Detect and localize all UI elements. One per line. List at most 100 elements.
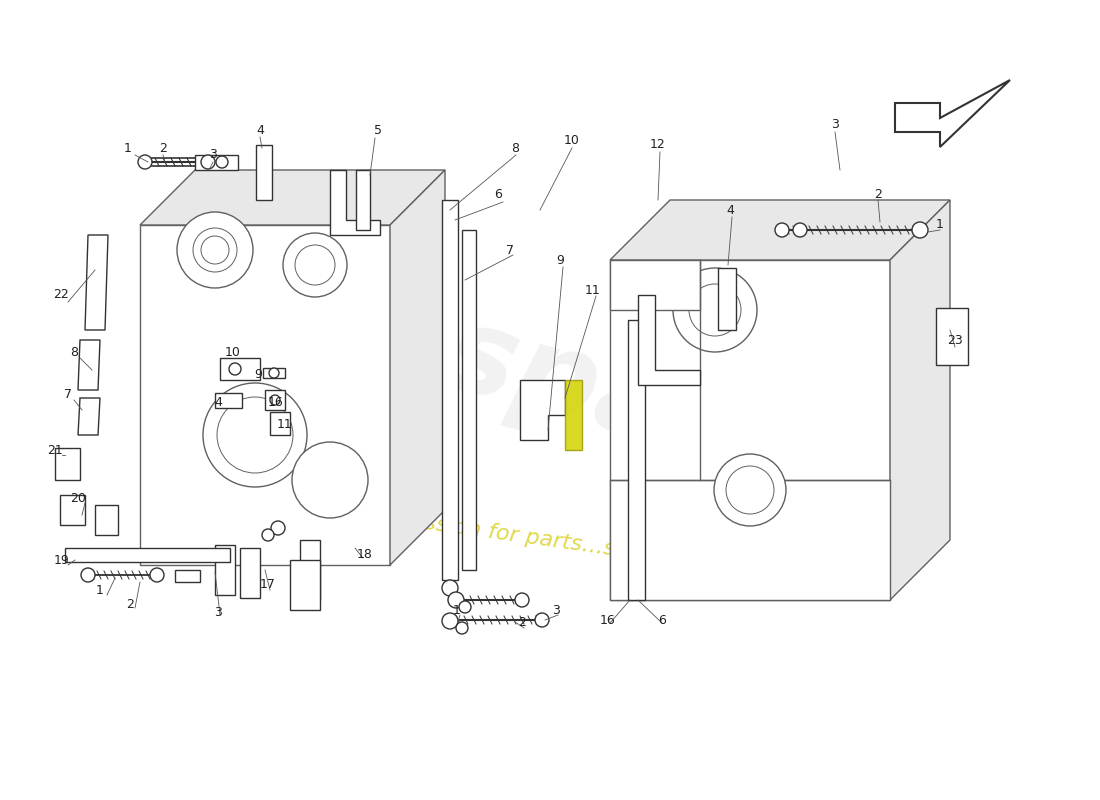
Circle shape [229,363,241,375]
Circle shape [217,397,293,473]
Text: 3: 3 [209,149,217,162]
Polygon shape [214,393,242,408]
Polygon shape [610,260,890,600]
Text: 3: 3 [552,603,560,617]
Circle shape [270,368,279,378]
Circle shape [283,233,346,297]
Circle shape [776,223,789,237]
Polygon shape [220,358,260,380]
Circle shape [270,395,280,405]
Circle shape [726,466,774,514]
Text: 16: 16 [268,397,284,410]
Polygon shape [175,570,200,582]
Text: 3: 3 [832,118,839,131]
Polygon shape [610,200,950,260]
Circle shape [201,155,214,169]
Text: 2: 2 [160,142,167,154]
Text: 18: 18 [358,549,373,562]
Text: 8: 8 [70,346,78,358]
Circle shape [912,222,928,238]
Circle shape [201,236,229,264]
Polygon shape [263,368,285,378]
Polygon shape [390,170,446,565]
Polygon shape [638,295,700,385]
Text: 17: 17 [260,578,276,591]
Circle shape [204,383,307,487]
Text: 1: 1 [453,603,461,617]
Circle shape [673,268,757,352]
Text: 11: 11 [277,418,293,431]
Polygon shape [895,80,1010,147]
Text: 9: 9 [254,369,262,382]
Text: 7: 7 [506,243,514,257]
Circle shape [459,601,471,613]
Polygon shape [55,448,80,480]
Circle shape [192,228,236,272]
Polygon shape [140,225,390,565]
Circle shape [295,245,336,285]
Polygon shape [256,145,272,200]
Text: 9: 9 [557,254,564,266]
Polygon shape [628,320,645,600]
Circle shape [442,580,458,596]
Text: 4: 4 [726,203,734,217]
Polygon shape [936,308,968,365]
Text: 19: 19 [54,554,70,566]
Circle shape [262,529,274,541]
Polygon shape [520,380,565,440]
Polygon shape [610,480,890,600]
Text: 10: 10 [564,134,580,146]
Text: 5: 5 [374,123,382,137]
Text: 22: 22 [53,289,69,302]
Text: 21: 21 [47,443,63,457]
Polygon shape [565,380,582,450]
Polygon shape [330,170,380,235]
Text: 12: 12 [650,138,666,151]
Circle shape [689,284,741,336]
Circle shape [535,613,549,627]
Polygon shape [214,545,235,595]
Polygon shape [462,230,476,570]
Polygon shape [95,505,118,535]
Circle shape [216,156,228,168]
Circle shape [515,593,529,607]
Text: 1: 1 [936,218,944,231]
Text: 8: 8 [512,142,519,154]
Polygon shape [290,560,320,610]
Text: 11: 11 [585,283,601,297]
Polygon shape [270,412,290,435]
Text: 3: 3 [214,606,222,618]
Circle shape [793,223,807,237]
Polygon shape [85,235,108,330]
Circle shape [150,568,164,582]
Text: 4: 4 [256,123,264,137]
Circle shape [456,622,468,634]
Polygon shape [356,170,370,230]
Polygon shape [890,200,950,600]
Polygon shape [265,390,285,410]
Text: 7: 7 [64,389,72,402]
Polygon shape [60,495,85,525]
Text: 1: 1 [96,583,103,597]
Circle shape [81,568,95,582]
Polygon shape [65,548,230,562]
Text: 2: 2 [518,617,526,630]
Polygon shape [610,260,700,310]
Text: 2: 2 [874,189,882,202]
Circle shape [177,212,253,288]
Text: 6: 6 [494,189,502,202]
Polygon shape [442,200,458,580]
Text: 16: 16 [601,614,616,626]
Text: 20: 20 [70,491,86,505]
Text: 1: 1 [124,142,132,154]
Circle shape [714,454,786,526]
Polygon shape [718,268,736,330]
Polygon shape [300,540,320,600]
Circle shape [448,592,464,608]
Polygon shape [240,548,260,598]
Text: 10: 10 [226,346,241,358]
Circle shape [442,613,458,629]
Text: 2: 2 [126,598,134,611]
Polygon shape [140,170,446,225]
Circle shape [138,155,152,169]
